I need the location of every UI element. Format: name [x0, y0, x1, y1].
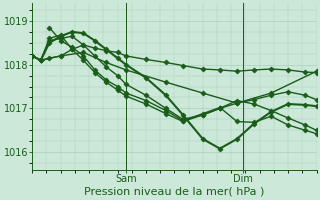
X-axis label: Pression niveau de la mer( hPa ): Pression niveau de la mer( hPa ): [84, 187, 265, 197]
